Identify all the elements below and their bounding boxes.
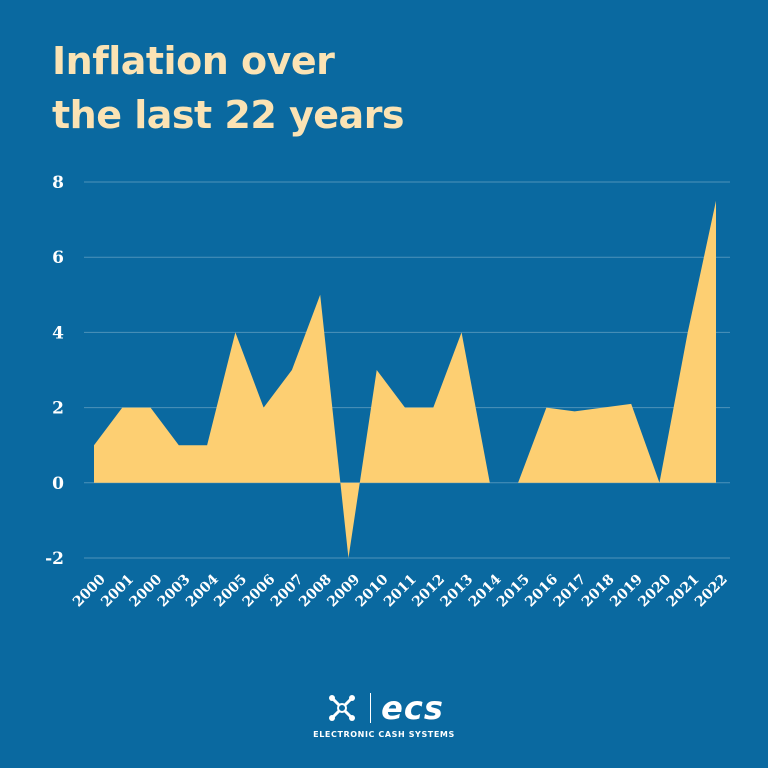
x-tick-label: 2022 — [692, 572, 731, 611]
ecs-logo: ecs ELECTRONIC CASH SYSTEMS — [0, 688, 768, 739]
logo-divider — [370, 693, 372, 723]
y-axis-ticks: -2 0 2 4 6 8 — [45, 173, 64, 569]
y-tick-label: -2 — [45, 549, 64, 569]
ecs-emblem-icon — [329, 695, 356, 721]
area-series — [94, 200, 716, 559]
title-line-2: the last 22 years — [52, 93, 405, 137]
y-tick-label: 8 — [52, 173, 64, 193]
logo-tagline: ELECTRONIC CASH SYSTEMS — [313, 730, 455, 739]
chart-title: Inflation over the last 22 years — [52, 34, 405, 142]
logo-mark-row: ecs — [324, 688, 444, 728]
inflation-area — [94, 200, 716, 559]
y-tick-label: 6 — [52, 248, 64, 268]
title-line-1: Inflation over — [52, 39, 335, 83]
y-tick-label: 4 — [52, 323, 64, 343]
y-tick-label: 0 — [52, 474, 64, 494]
y-tick-label: 2 — [52, 399, 64, 419]
x-axis-ticks: 2000200120002003200420052006200720082009… — [70, 571, 731, 610]
logo-wordmark: ecs — [381, 689, 444, 727]
grid-lines — [84, 181, 730, 559]
